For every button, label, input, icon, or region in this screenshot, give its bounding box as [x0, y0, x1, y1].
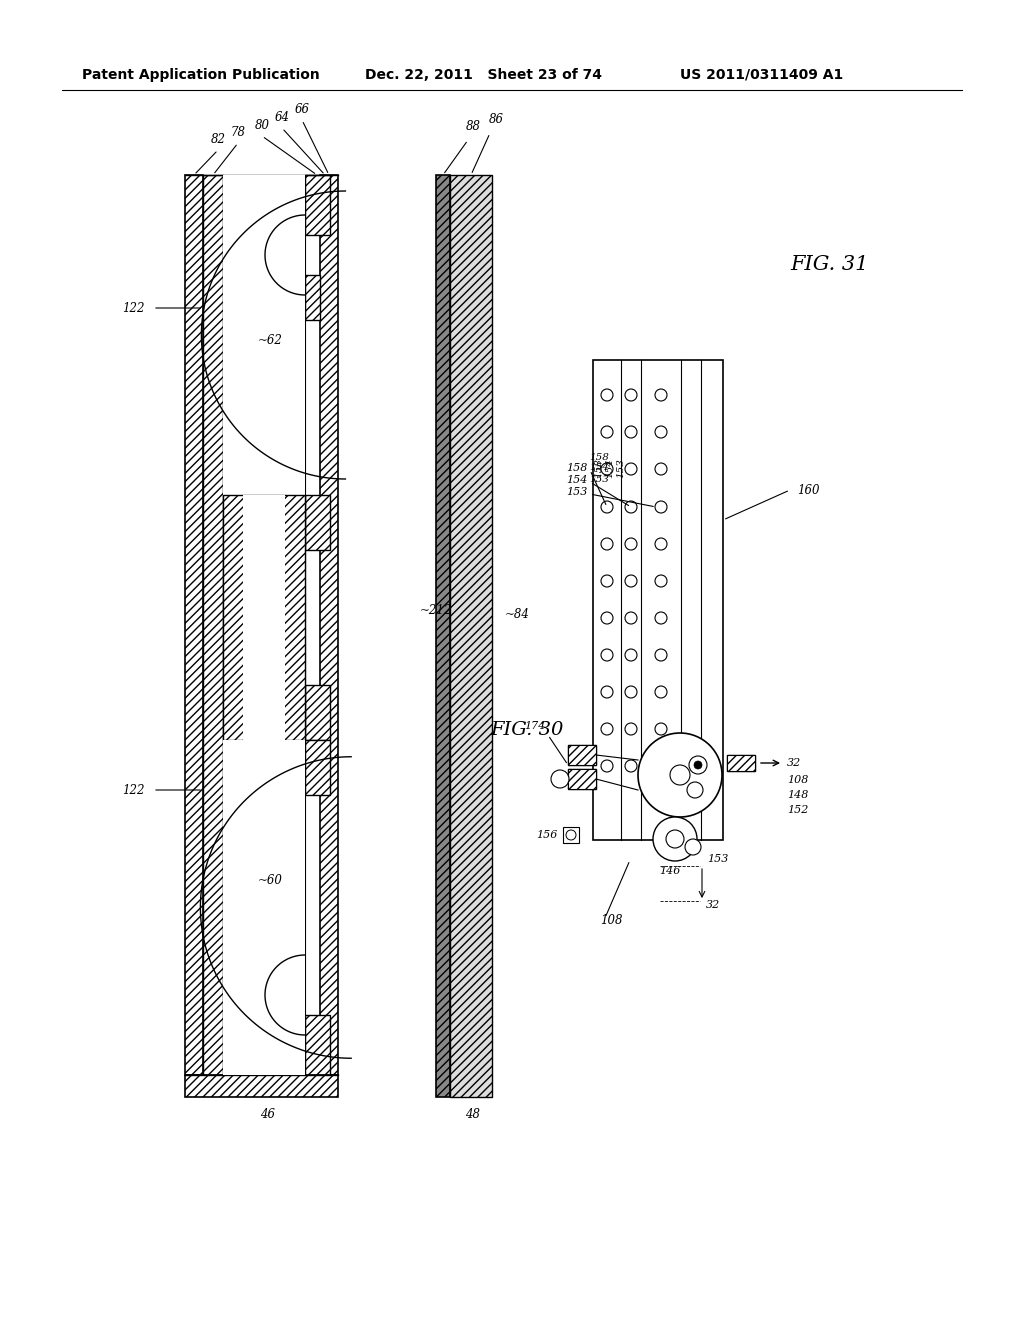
Text: FIG. 30: FIG. 30	[490, 721, 563, 739]
Bar	[568, 744, 596, 766]
Text: 156: 156	[537, 830, 558, 840]
Bar	[593, 360, 723, 840]
Bar	[305, 1015, 330, 1074]
Bar	[727, 755, 755, 771]
Text: 158: 158	[594, 458, 603, 478]
Text: 78: 78	[230, 125, 246, 139]
Text: 148: 148	[787, 789, 808, 800]
Bar	[203, 176, 223, 1074]
Text: 32: 32	[706, 900, 720, 909]
Bar	[305, 685, 330, 741]
Text: 154: 154	[605, 458, 614, 478]
Text: 154: 154	[566, 475, 588, 484]
Text: 160: 160	[797, 483, 819, 496]
Text: 88: 88	[466, 120, 480, 133]
Circle shape	[689, 756, 707, 774]
Bar	[223, 176, 305, 1074]
Bar	[305, 176, 330, 235]
Text: 108: 108	[787, 775, 808, 785]
Bar	[568, 744, 596, 766]
Circle shape	[685, 840, 701, 855]
Text: 46: 46	[260, 1109, 275, 1122]
Text: 108: 108	[600, 913, 623, 927]
Text: 153: 153	[566, 487, 588, 498]
Text: 80: 80	[255, 119, 269, 132]
Text: 153: 153	[707, 854, 728, 865]
Bar	[436, 176, 450, 1097]
Bar	[305, 176, 319, 230]
Bar	[185, 176, 203, 1074]
Text: 122: 122	[123, 784, 145, 796]
Text: 66: 66	[295, 103, 309, 116]
Text: 86: 86	[488, 114, 504, 125]
Text: ~60: ~60	[258, 874, 283, 887]
Text: 158: 158	[566, 463, 588, 473]
Text: 146: 146	[659, 866, 681, 876]
Bar	[305, 495, 330, 550]
Text: 153: 153	[616, 458, 625, 478]
Bar	[450, 176, 492, 1097]
Circle shape	[653, 817, 697, 861]
Text: Patent Application Publication: Patent Application Publication	[82, 69, 319, 82]
Text: FIG. 31: FIG. 31	[790, 256, 868, 275]
Text: 158: 158	[589, 453, 609, 462]
Circle shape	[687, 781, 703, 799]
Text: ~62: ~62	[258, 334, 283, 346]
Text: ~84: ~84	[505, 609, 529, 622]
Bar	[223, 741, 305, 1074]
Bar	[305, 741, 330, 795]
Circle shape	[638, 733, 722, 817]
Text: US 2011/0311409 A1: US 2011/0311409 A1	[680, 69, 843, 82]
Text: 153: 153	[589, 474, 609, 483]
Text: 154: 154	[589, 463, 609, 473]
Text: 174: 174	[524, 721, 546, 731]
Text: ~78: ~78	[243, 609, 267, 622]
Bar	[568, 770, 596, 789]
Circle shape	[694, 762, 702, 770]
Bar	[223, 176, 305, 495]
Bar	[305, 275, 319, 319]
Text: 32: 32	[787, 758, 801, 768]
Bar	[563, 828, 579, 843]
Text: 48: 48	[466, 1109, 480, 1122]
Text: 64: 64	[274, 111, 290, 124]
Text: Dec. 22, 2011   Sheet 23 of 74: Dec. 22, 2011 Sheet 23 of 74	[365, 69, 602, 82]
Text: 82: 82	[211, 133, 225, 147]
Text: ~212: ~212	[420, 603, 453, 616]
Circle shape	[551, 770, 569, 788]
Text: 122: 122	[123, 301, 145, 314]
Text: 152: 152	[787, 805, 808, 814]
Bar	[223, 495, 305, 741]
Bar	[568, 770, 596, 789]
Bar	[727, 755, 755, 771]
Bar	[185, 1074, 338, 1097]
Bar	[243, 495, 285, 741]
Bar	[319, 176, 338, 1074]
